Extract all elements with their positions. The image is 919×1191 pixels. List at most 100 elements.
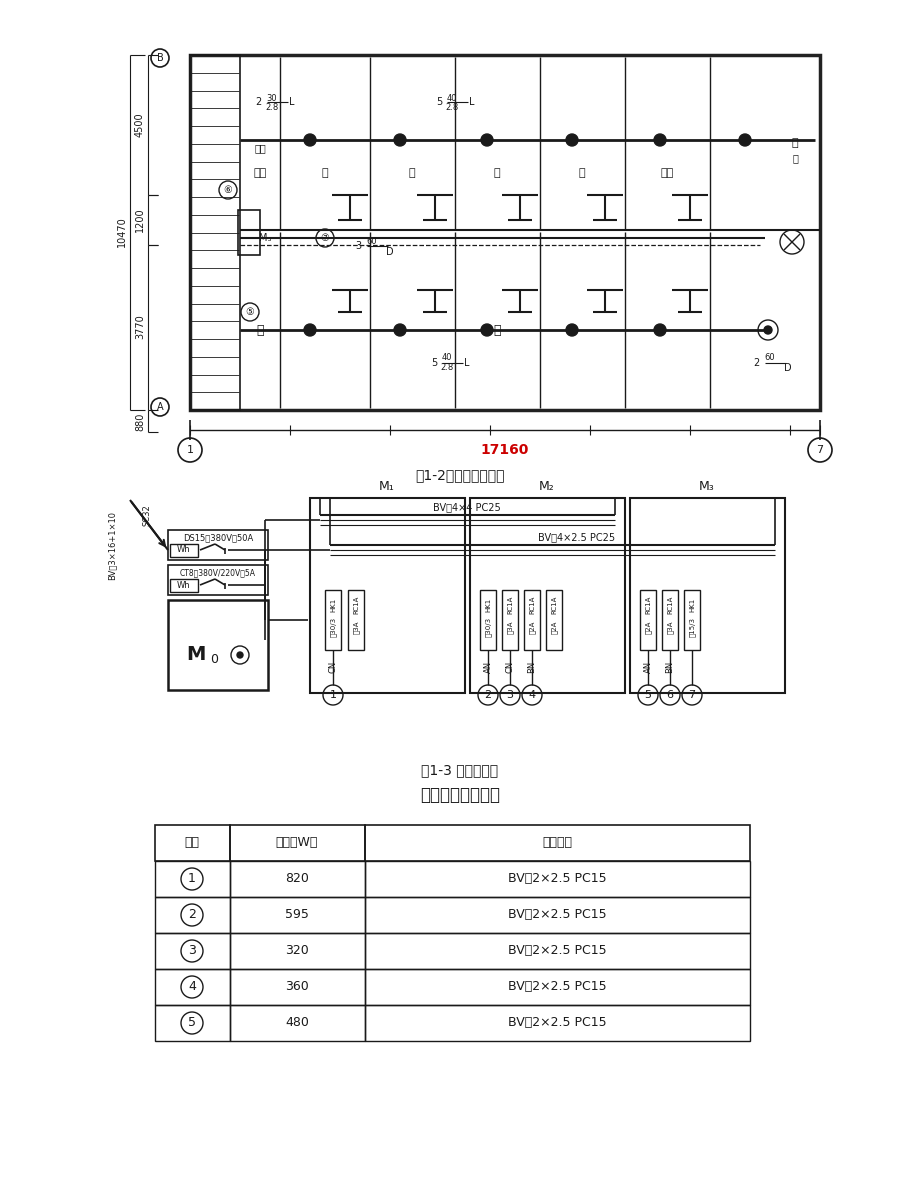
Text: 寄存: 寄存 bbox=[254, 143, 266, 152]
Bar bbox=[365, 897, 749, 933]
Text: 40: 40 bbox=[441, 354, 452, 362]
Text: 2: 2 bbox=[484, 690, 491, 700]
Text: 10470: 10470 bbox=[117, 217, 127, 248]
Text: －3A: －3A bbox=[352, 621, 359, 634]
Text: 1: 1 bbox=[187, 873, 196, 885]
Text: 6: 6 bbox=[665, 690, 673, 700]
Text: －2A: －2A bbox=[528, 621, 535, 634]
Text: BV－2×2.5 PC15: BV－2×2.5 PC15 bbox=[507, 944, 606, 958]
Text: 595: 595 bbox=[285, 909, 309, 922]
Text: RC1A: RC1A bbox=[666, 596, 673, 615]
Text: 客: 客 bbox=[322, 168, 328, 177]
Text: －15/3: －15/3 bbox=[688, 617, 695, 637]
Text: 5: 5 bbox=[430, 358, 437, 368]
Text: 820: 820 bbox=[285, 873, 309, 885]
Text: 房: 房 bbox=[578, 168, 584, 177]
Bar bbox=[154, 933, 230, 969]
Circle shape bbox=[565, 324, 577, 336]
Bar bbox=[154, 897, 230, 933]
Text: RC1A: RC1A bbox=[528, 596, 535, 615]
Circle shape bbox=[738, 135, 750, 146]
Circle shape bbox=[303, 324, 315, 336]
Text: BV－3×16+1×10: BV－3×16+1×10 bbox=[108, 511, 117, 580]
Text: BV－2×2.5 PC15: BV－2×2.5 PC15 bbox=[507, 980, 606, 993]
Text: 4: 4 bbox=[187, 980, 196, 993]
Text: 60: 60 bbox=[367, 237, 377, 245]
Text: 360: 360 bbox=[285, 980, 309, 993]
Bar bbox=[230, 933, 365, 969]
Text: －3A: －3A bbox=[666, 621, 673, 634]
Bar bbox=[365, 825, 749, 861]
Text: 320: 320 bbox=[285, 944, 309, 958]
Bar bbox=[154, 861, 230, 897]
Text: RC1A: RC1A bbox=[644, 596, 651, 615]
Bar bbox=[170, 579, 198, 592]
Text: D: D bbox=[783, 363, 791, 373]
Bar bbox=[230, 825, 365, 861]
Text: 房: 房 bbox=[494, 168, 500, 177]
Text: HK1: HK1 bbox=[688, 598, 694, 612]
Text: 480: 480 bbox=[285, 1016, 309, 1029]
Text: －30/3: －30/3 bbox=[484, 617, 491, 637]
Text: 厕: 厕 bbox=[791, 152, 797, 163]
Text: 7: 7 bbox=[687, 690, 695, 700]
Text: SC32: SC32 bbox=[142, 504, 152, 526]
Text: 图1-3 电气系统图: 图1-3 电气系统图 bbox=[421, 763, 498, 777]
Text: 5: 5 bbox=[436, 96, 441, 107]
Bar bbox=[480, 590, 495, 650]
Text: 客: 客 bbox=[408, 168, 414, 177]
Circle shape bbox=[393, 324, 405, 336]
Bar bbox=[168, 600, 267, 690]
Text: －2A: －2A bbox=[644, 621, 651, 634]
Text: ⑦: ⑦ bbox=[321, 233, 329, 243]
Text: 浴: 浴 bbox=[791, 138, 798, 148]
Text: BV－2×2.5 PC15: BV－2×2.5 PC15 bbox=[507, 909, 606, 922]
Text: AN: AN bbox=[483, 661, 492, 673]
Circle shape bbox=[763, 326, 771, 333]
Text: 1200: 1200 bbox=[135, 207, 145, 232]
Text: M₃: M₃ bbox=[698, 480, 714, 493]
Text: 4: 4 bbox=[528, 690, 535, 700]
Text: BN: BN bbox=[664, 661, 674, 673]
Text: M₃: M₃ bbox=[258, 233, 271, 243]
Text: Wh: Wh bbox=[177, 580, 190, 590]
Text: ⑥: ⑥ bbox=[223, 185, 233, 195]
Text: 40: 40 bbox=[447, 94, 457, 102]
Bar bbox=[230, 897, 365, 933]
Text: 2: 2 bbox=[255, 96, 262, 107]
Text: －30/3: －30/3 bbox=[329, 617, 336, 637]
Text: A: A bbox=[156, 403, 164, 412]
Circle shape bbox=[565, 135, 577, 146]
Bar bbox=[238, 210, 260, 255]
Text: DS15－380V－50A: DS15－380V－50A bbox=[183, 534, 253, 542]
Circle shape bbox=[481, 324, 493, 336]
Bar bbox=[190, 55, 240, 410]
Bar bbox=[190, 55, 819, 410]
Text: M: M bbox=[187, 646, 206, 665]
Text: M₂: M₂ bbox=[539, 480, 554, 493]
Text: 5: 5 bbox=[187, 1016, 196, 1029]
Text: 2.8: 2.8 bbox=[445, 102, 459, 112]
Bar bbox=[168, 530, 267, 560]
Bar bbox=[154, 1005, 230, 1041]
Bar bbox=[310, 498, 464, 693]
Text: 2: 2 bbox=[187, 909, 196, 922]
Text: 3770: 3770 bbox=[135, 314, 145, 339]
Text: HK1: HK1 bbox=[330, 598, 335, 612]
Text: RC1A: RC1A bbox=[550, 596, 556, 615]
Text: 配管配线: 配管配线 bbox=[541, 836, 572, 849]
Bar bbox=[154, 825, 230, 861]
Text: Wh: Wh bbox=[177, 545, 190, 555]
Text: －2A: －2A bbox=[550, 621, 557, 634]
Bar bbox=[470, 498, 624, 693]
Text: 业务: 业务 bbox=[253, 168, 267, 177]
Text: 2.8: 2.8 bbox=[440, 363, 453, 373]
Text: 4500: 4500 bbox=[135, 113, 145, 137]
Text: BV－2×2.5 PC15: BV－2×2.5 PC15 bbox=[507, 1016, 606, 1029]
Circle shape bbox=[303, 135, 315, 146]
Text: 60: 60 bbox=[764, 354, 775, 362]
Text: 5: 5 bbox=[644, 690, 651, 700]
Circle shape bbox=[653, 135, 665, 146]
Text: RC1A: RC1A bbox=[353, 596, 358, 615]
Bar bbox=[640, 590, 655, 650]
